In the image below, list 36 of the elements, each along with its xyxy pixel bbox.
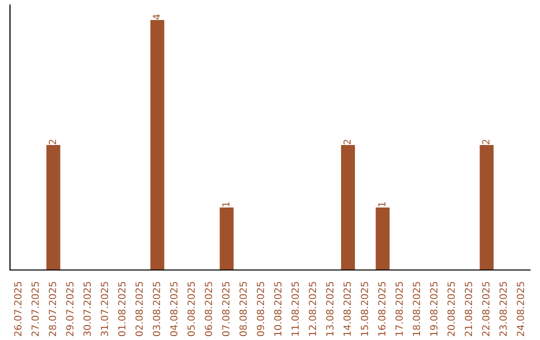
x-tick-label: 16.08.2025	[378, 282, 386, 336]
x-tick-label: 17.08.2025	[395, 282, 403, 336]
x-tick-label: 24.08.2025	[516, 282, 524, 336]
data-label: 2	[343, 140, 351, 144]
x-tick-label: 11.08.2025	[291, 282, 299, 336]
data-label: 4	[152, 14, 160, 20]
x-tick-label: 18.08.2025	[412, 282, 420, 336]
x-tick-label: 28.07.2025	[48, 282, 56, 336]
x-tick-label: 02.08.2025	[135, 282, 143, 336]
x-tick-label: 15.08.2025	[360, 282, 368, 336]
x-tick-label: 26.07.2025	[14, 282, 22, 336]
x-tick-label: 14.08.2025	[343, 282, 351, 336]
x-tick-label: 23.08.2025	[499, 282, 507, 336]
x-tick-label: 12.08.2025	[308, 282, 316, 336]
data-label: 1	[222, 202, 230, 206]
x-tick-label: 27.07.2025	[31, 282, 39, 336]
x-tick-label: 22.08.2025	[482, 282, 490, 336]
x-tick-label: 08.08.2025	[239, 282, 247, 336]
x-tick-label: 09.08.2025	[256, 282, 264, 336]
x-tick-label: 29.07.2025	[66, 282, 74, 336]
x-tick-label: 05.08.2025	[187, 282, 195, 336]
x-tick-label: 13.08.2025	[326, 282, 334, 336]
x-tick-label: 30.07.2025	[83, 282, 91, 336]
x-tick-label: 20.08.2025	[447, 282, 455, 336]
data-label: 1	[378, 202, 386, 206]
data-label: 2	[482, 140, 490, 144]
x-tick-label: 07.08.2025	[222, 282, 230, 336]
x-tick-label: 01.08.2025	[118, 282, 126, 336]
x-tick-label: 31.07.2025	[100, 282, 108, 336]
data-label: 2	[48, 140, 56, 144]
x-tick-label: 19.08.2025	[430, 282, 438, 336]
x-tick-label: 10.08.2025	[274, 282, 282, 336]
x-tick-label: 06.08.2025	[204, 282, 212, 336]
x-tick-label: 04.08.2025	[170, 282, 178, 336]
x-tick-label: 21.08.2025	[464, 282, 472, 336]
x-tick-label: 03.08.2025	[152, 282, 160, 336]
